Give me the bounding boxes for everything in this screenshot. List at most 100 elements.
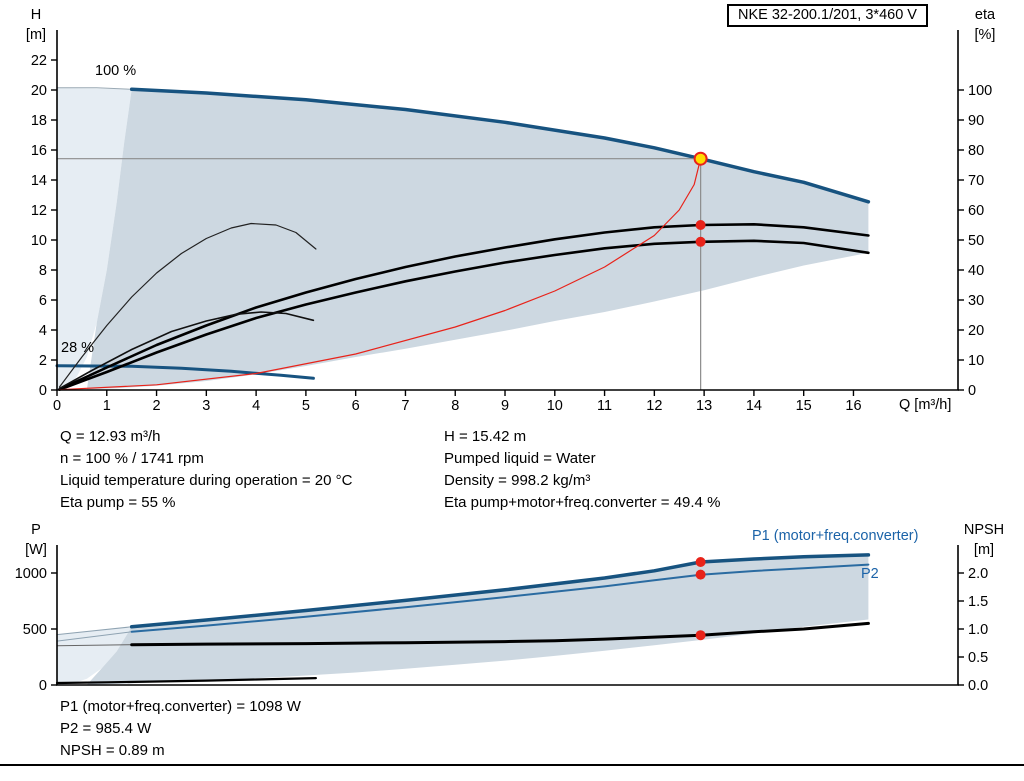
right-tick-label: 0.5 [968, 650, 988, 666]
info-line-density: Density = 998.2 kg/m³ [444, 472, 591, 489]
x-tick-label: 6 [352, 398, 360, 414]
p1-curve [129, 553, 871, 629]
x-tick-label: 2 [153, 398, 161, 414]
pump-curve-100 [129, 87, 871, 204]
left-tick-label: 12 [31, 203, 47, 219]
power-envelope [86, 554, 869, 685]
p1-point [695, 557, 706, 567]
operating-envelope [86, 89, 869, 390]
info-line-eta-pump: Eta pump = 55 % [60, 494, 176, 511]
speed-28-label: 28 % [61, 340, 95, 356]
x-tick-label: 10 [547, 398, 563, 414]
info-line-speed: n = 100 % / 1741 rpm [60, 450, 204, 467]
speed-100-label: 100 % [95, 63, 137, 79]
result-info: P1 (motor+freq.converter) = 1098 W P2 = … [60, 696, 301, 762]
left-tick-label: 18 [31, 113, 47, 129]
x-tick-label: 8 [451, 398, 459, 414]
right-tick-label: 1.0 [968, 622, 988, 638]
right-tick-label: 90 [968, 113, 984, 129]
x-tick-label: 7 [401, 398, 409, 414]
left-tick-label: 16 [31, 143, 47, 159]
right-tick-label: 60 [968, 203, 984, 219]
h-axis-unit: [m] [25, 27, 47, 43]
p2-curve-label: P2 [861, 566, 879, 582]
left-tick-label: 6 [39, 293, 47, 309]
info-line-q: Q = 12.93 m³/h [60, 428, 161, 445]
left-tick-label: 8 [39, 263, 47, 279]
eta-total-point [695, 236, 706, 247]
x-tick-label: 0 [53, 398, 61, 414]
duty-point[interactable] [693, 151, 708, 166]
right-tick-label: 40 [968, 263, 984, 279]
h-axis-title: H [m] [14, 5, 58, 45]
npsh-extension [56, 644, 133, 647]
eta-axis-title: eta [%] [960, 5, 1010, 45]
p2-point [695, 569, 706, 580]
eta-partial-curve-1 [58, 222, 317, 388]
eta-axis-unit: [%] [974, 27, 996, 43]
operating-envelope-light [57, 87, 132, 391]
info-line-eta-total: Eta pump+motor+freq.converter = 49.4 % [444, 494, 721, 511]
info-line-npsh: NPSH = 0.89 m [60, 742, 165, 759]
npsh-point [695, 630, 706, 641]
npsh-curve [130, 621, 870, 647]
x-tick-label: 1 [103, 398, 111, 414]
info-line-p1: P1 (motor+freq.converter) = 1098 W [60, 698, 301, 715]
p-axis-unit: [W] [25, 542, 47, 558]
right-tick-label: 70 [968, 173, 984, 189]
npsh-axis-title: NPSH [m] [954, 520, 1014, 560]
info-line-temperature: Liquid temperature during operation = 20… [60, 472, 353, 489]
p-axis-title: P [W] [14, 520, 58, 560]
p2-extension [56, 631, 133, 642]
right-tick-label: 0.0 [968, 678, 988, 694]
p2-curve [130, 563, 870, 633]
eta-axis-symbol: eta [974, 7, 996, 23]
pump-curve-extension [56, 87, 133, 90]
eta-partial-curve-2 [58, 311, 315, 390]
min-power-curve [55, 676, 317, 685]
bottom-divider [0, 764, 1024, 766]
x-tick-label: 14 [746, 398, 762, 414]
right-tick-label: 1.5 [968, 594, 988, 610]
affinity-curve [58, 158, 702, 391]
right-tick-label: 80 [968, 143, 984, 159]
eta-pump-point [695, 220, 706, 230]
right-tick-label: 20 [968, 323, 984, 339]
q-axis-label: Q [m³/h] [899, 397, 952, 413]
eta-pump-curve [58, 223, 870, 391]
left-tick-label: 14 [31, 173, 47, 189]
info-line-liquid: Pumped liquid = Water [444, 450, 596, 467]
right-tick-label: 0 [968, 383, 976, 399]
right-tick-label: 100 [968, 83, 992, 99]
h-axis-symbol: H [30, 7, 42, 23]
info-line-h: H = 15.42 m [444, 428, 527, 445]
npsh-axis-unit: [m] [973, 542, 995, 558]
right-tick-label: 10 [968, 353, 984, 369]
x-tick-label: 13 [696, 398, 712, 414]
x-tick-label: 4 [252, 398, 260, 414]
left-tick-label: 10 [31, 233, 47, 249]
right-tick-label: 30 [968, 293, 984, 309]
pump-model-box: NKE 32-200.1/201, 3*460 V [727, 4, 928, 27]
p-axis-symbol: P [31, 522, 41, 538]
x-tick-label: 15 [796, 398, 812, 414]
left-tick-label: 4 [39, 323, 47, 339]
left-tick-label: 2 [39, 353, 47, 369]
duty-info-left: Q = 12.93 m³/h n = 100 % / 1741 rpm Liqu… [60, 426, 352, 514]
x-tick-label: 11 [597, 398, 612, 414]
x-tick-label: 9 [501, 398, 509, 414]
left-tick-label: 22 [31, 53, 47, 69]
left-tick-label: 0 [39, 678, 47, 694]
left-tick-label: 1000 [15, 566, 47, 582]
x-tick-label: 16 [845, 398, 861, 414]
p1-curve-label: P1 (motor+freq.converter) [752, 528, 919, 544]
npsh-axis-symbol: NPSH [963, 522, 1005, 538]
info-line-p2: P2 = 985.4 W [60, 720, 152, 737]
right-tick-label: 2.0 [968, 566, 988, 582]
right-tick-label: 50 [968, 233, 984, 249]
power-envelope-light [57, 626, 132, 685]
x-tick-label: 5 [302, 398, 310, 414]
eta-total-curve [58, 239, 870, 391]
